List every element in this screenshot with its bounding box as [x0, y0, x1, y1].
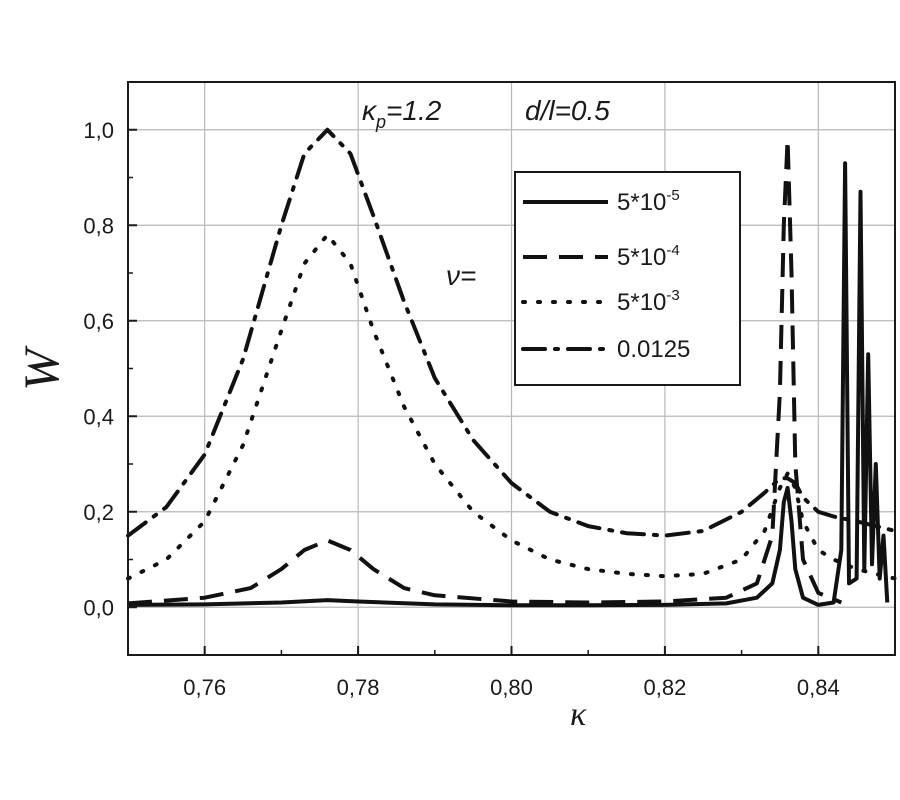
kappa-annotation: κp=1.2	[362, 95, 442, 132]
x-axis-label: κ	[570, 696, 587, 733]
legend: 5*10-55*10-45*10-30.0125	[514, 171, 741, 386]
legend-label-base: 5*10	[617, 244, 666, 271]
legend-label: 5*10-3	[617, 287, 680, 316]
series-line-solid	[127, 161, 890, 608]
kappa-value: =1.2	[386, 95, 442, 126]
x-tick-label: 0,82	[643, 675, 686, 700]
legend-label: 5*10-5	[617, 187, 680, 216]
legend-box	[514, 171, 741, 386]
legend-label-base: 5*10	[617, 189, 666, 216]
legend-label-exponent: -5	[666, 187, 679, 204]
y-tick-label: 1,0	[83, 118, 114, 143]
kappa-subscript: p	[375, 112, 386, 132]
series-group	[126, 127, 897, 608]
legend-label-exponent: -4	[666, 242, 679, 259]
x-tick-label: 0,76	[183, 675, 226, 700]
series-line-dashdot	[126, 127, 897, 538]
y-tick-label: 0,6	[83, 309, 114, 334]
x-tick-label: 0,80	[490, 675, 533, 700]
y-tick-label: 0,8	[83, 213, 114, 238]
series-line-dashed	[127, 137, 843, 606]
legend-label-base: 5*10	[617, 289, 666, 316]
legend-prefix: ν=	[446, 260, 476, 291]
legend-label: 0.0125	[617, 336, 690, 363]
kappa-symbol: κ	[362, 95, 378, 126]
y-tick-label: 0,0	[83, 595, 114, 620]
y-tick-label: 0,2	[83, 500, 114, 525]
legend-label: 5*10-4	[617, 242, 680, 271]
x-tick-label: 0,84	[797, 675, 840, 700]
y-tick-label: 0,4	[83, 404, 114, 429]
x-tick-label: 0,78	[337, 675, 380, 700]
dl-annotation: d/l=0.5	[525, 95, 610, 126]
axis-ticks: 0,76 0,78 0,80 0,82 0,84 0,0 0,2 0,4 0,6 0,8 1,0	[83, 81, 896, 700]
legend-label-base: 0.0125	[617, 336, 690, 363]
y-axis-label: W	[13, 345, 69, 391]
legend-label-exponent: -3	[666, 287, 679, 304]
